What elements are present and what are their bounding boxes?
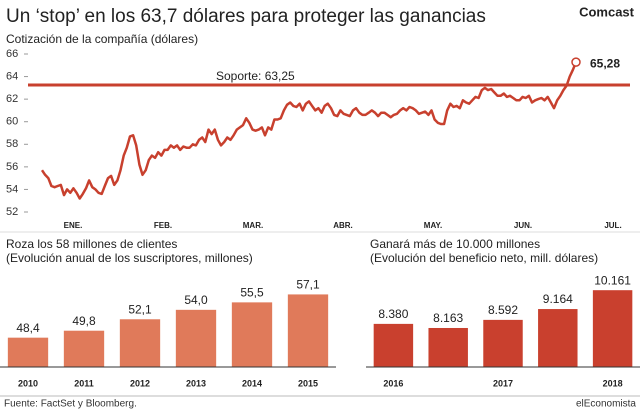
bar bbox=[592, 290, 633, 367]
x-tick-label: JUN. bbox=[514, 221, 532, 230]
x-tick-label: 2018 bbox=[603, 378, 623, 388]
x-tick-label: FEB. bbox=[154, 221, 172, 230]
bar-chart-title: Roza los 58 millones de clientes bbox=[6, 237, 177, 251]
x-tick-label: JUL. bbox=[604, 221, 621, 230]
support-label: Soporte: 63,25 bbox=[216, 69, 295, 83]
y-tick-label: 56 bbox=[6, 161, 18, 173]
value-label: 55,5 bbox=[240, 286, 264, 300]
x-tick-label: 2010 bbox=[18, 378, 38, 388]
value-label: 8.163 bbox=[433, 311, 463, 325]
x-tick-label: 2012 bbox=[130, 378, 150, 388]
value-label: 8.380 bbox=[378, 307, 408, 321]
x-tick-label: 2013 bbox=[186, 378, 206, 388]
x-tick-label: 2015 bbox=[298, 378, 318, 388]
last-point bbox=[571, 57, 581, 67]
bar-chart-title: Ganará más de 10.000 millones bbox=[370, 237, 540, 251]
value-label: 57,1 bbox=[296, 278, 320, 292]
x-tick-label: 2011 bbox=[74, 378, 94, 388]
bar bbox=[428, 327, 468, 367]
page-title: Un ‘stop’ en los 63,7 dólares para prote… bbox=[6, 6, 486, 27]
bar bbox=[63, 330, 105, 367]
bar bbox=[483, 319, 523, 367]
y-tick-label: 52 bbox=[6, 206, 18, 218]
bar bbox=[175, 309, 217, 367]
y-tick-label: 64 bbox=[6, 70, 18, 82]
x-tick-label: 2014 bbox=[242, 378, 262, 388]
price-line bbox=[40, 61, 578, 200]
y-tick-label: 58 bbox=[6, 138, 18, 150]
bar-chart-subtitle: (Evolución del beneficio neto, mill. dól… bbox=[370, 251, 598, 265]
x-tick-label: ABR. bbox=[333, 221, 353, 230]
value-label: 8.592 bbox=[488, 303, 518, 317]
support-label-bg bbox=[212, 71, 308, 84]
bar-chart-subtitle: (Evolución anual de los suscriptores, mi… bbox=[6, 251, 253, 265]
value-label: 9.164 bbox=[543, 292, 573, 306]
bar bbox=[231, 302, 273, 367]
bar bbox=[119, 319, 161, 367]
bar bbox=[538, 309, 578, 367]
source: Fuente: FactSet y Bloomberg. bbox=[4, 399, 137, 410]
x-tick-label: 2016 bbox=[383, 378, 403, 388]
x-tick-label: ENE. bbox=[64, 221, 83, 230]
credit: elEconomista bbox=[576, 399, 636, 410]
y-tick-label: 62 bbox=[6, 93, 18, 105]
bar bbox=[373, 323, 414, 367]
value-label: 52,1 bbox=[128, 302, 152, 316]
x-tick-label: 2017 bbox=[493, 378, 513, 388]
bar bbox=[287, 294, 329, 367]
value-label: 48,4 bbox=[16, 321, 40, 335]
y-tick-label: 54 bbox=[6, 183, 18, 195]
y-tick-label: 66 bbox=[6, 48, 18, 60]
bar bbox=[7, 337, 49, 367]
x-tick-label: MAY. bbox=[424, 221, 442, 230]
value-label: 10.161 bbox=[594, 273, 631, 287]
y-tick-label: 60 bbox=[6, 116, 18, 128]
last-value-label: 65,28 bbox=[590, 56, 620, 70]
brand-logo: Comcast bbox=[579, 4, 635, 19]
x-tick-label: MAR. bbox=[243, 221, 263, 230]
value-label: 54,0 bbox=[184, 293, 208, 307]
line-chart-title: Cotización de la compañía (dólares) bbox=[6, 32, 198, 46]
value-label: 49,8 bbox=[72, 314, 96, 328]
